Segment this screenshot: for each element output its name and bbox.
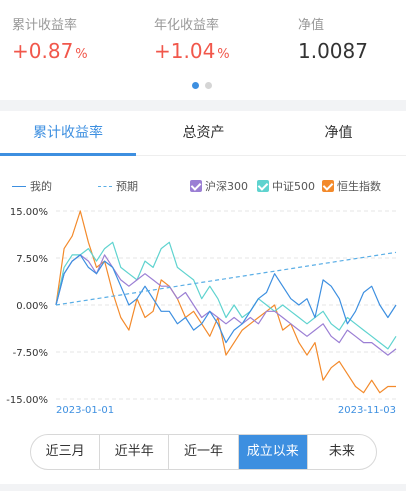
metric-label: 累计收益率 (12, 18, 78, 33)
net-value-metric: 净值 1.0087 (298, 14, 368, 63)
tab-cumulative-return[interactable]: 累计收益率 (33, 125, 103, 141)
legend-expected: 预期 (98, 178, 138, 194)
legend-label: 恒生指数 (337, 180, 381, 193)
series-line-zz500 (55, 241, 397, 350)
time-range-selector: 近三月 近半年 近一年 成立以来 未来 (30, 434, 377, 470)
range-1y-button[interactable]: 近一年 (169, 435, 239, 469)
series-line-hsi (55, 210, 396, 394)
check-icon (190, 180, 202, 192)
carousel-dots (192, 82, 212, 89)
check-icon (322, 180, 334, 192)
series-line-expected (55, 251, 397, 306)
check-icon (257, 180, 269, 192)
y-tick-label: 15.00% (10, 207, 48, 218)
range-since-inception-button[interactable]: 成立以来 (238, 435, 308, 469)
annualized-return-metric: 年化收益率 +1.04% (154, 14, 230, 63)
metric-label: 净值 (298, 18, 325, 33)
y-tick-label: -15.00% (6, 395, 48, 406)
range-future-button[interactable]: 未来 (328, 444, 355, 459)
bottom-strip (0, 484, 406, 491)
x-tick-label: 2023-01-01 (56, 405, 114, 416)
range-6m-button[interactable]: 近半年 (100, 435, 170, 469)
legend-label: 沪深300 (205, 180, 248, 193)
carousel-dot[interactable] (192, 82, 199, 89)
metric-value: 1.0087 (298, 39, 368, 63)
return-chart-svg: 15.00% 7.50% 0.00% -7.50% -15.00% 2023-01-01 2… (6, 207, 397, 416)
cumulative-return-metric: 累计收益率 +0.87% (12, 14, 88, 63)
range-3m-button[interactable]: 近三月 (31, 435, 101, 469)
tab-total-assets[interactable]: 总资产 (182, 125, 225, 141)
tab-net-value[interactable]: 净值 (324, 125, 353, 141)
legend-label: 预期 (116, 180, 138, 193)
legend-zz500-checkbox[interactable]: 中证500 (257, 178, 315, 194)
section-separator (0, 100, 406, 111)
carousel-dot[interactable] (205, 82, 212, 89)
chart-legend: 我的 预期 沪深300 中证500 恒生指数 (0, 178, 406, 196)
y-tick-label: 7.50% (16, 254, 48, 265)
y-tick-label: 0.00% (16, 301, 48, 312)
tab-underline (0, 153, 136, 156)
chart-tabs: 累计收益率 总资产 净值 (0, 111, 406, 156)
metric-value: +1.04% (154, 39, 230, 63)
legend-hs300-checkbox[interactable]: 沪深300 (190, 178, 248, 194)
x-tick-label: 2023-11-03 (338, 405, 396, 416)
metric-value: +0.87% (12, 39, 88, 63)
metric-label: 年化收益率 (154, 18, 220, 33)
series-line-mine (55, 254, 397, 344)
summary-panel: 累计收益率 +0.87% 年化收益率 +1.04% 净值 1.0087 (0, 0, 406, 100)
legend-label: 我的 (30, 180, 52, 193)
legend-hsi-checkbox[interactable]: 恒生指数 (322, 178, 381, 194)
legend-mine: 我的 (12, 178, 52, 194)
return-chart: 15.00% 7.50% 0.00% -7.50% -15.00% 2023-01-01 2… (0, 198, 406, 423)
y-tick-label: -7.50% (13, 348, 48, 359)
legend-label: 中证500 (272, 180, 315, 193)
